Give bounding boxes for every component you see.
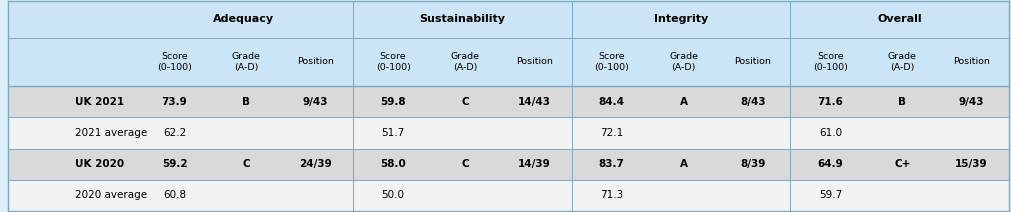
Bar: [8, 1, 1009, 38]
Text: 61.0: 61.0: [819, 128, 842, 138]
Text: 14/43: 14/43: [518, 97, 551, 107]
Text: Grade
(A-D): Grade (A-D): [888, 52, 917, 72]
Text: Grade
(A-D): Grade (A-D): [669, 52, 699, 72]
Text: 50.0: 50.0: [382, 190, 404, 200]
Text: Score
(0-100): Score (0-100): [813, 52, 848, 72]
Text: Grade
(A-D): Grade (A-D): [232, 52, 261, 72]
Bar: [8, 117, 1009, 148]
Text: A: A: [679, 159, 687, 169]
Text: Integrity: Integrity: [654, 14, 708, 24]
Text: 62.2: 62.2: [163, 128, 186, 138]
Text: 64.9: 64.9: [818, 159, 843, 169]
Text: Position: Position: [297, 57, 335, 66]
Text: Overall: Overall: [878, 14, 922, 24]
Bar: [8, 180, 1009, 211]
Text: C+: C+: [894, 159, 911, 169]
Text: UK 2020: UK 2020: [75, 159, 124, 169]
Bar: [8, 86, 1009, 117]
Text: Score
(0-100): Score (0-100): [157, 52, 192, 72]
Text: 83.7: 83.7: [599, 159, 625, 169]
Text: Adequacy: Adequacy: [213, 14, 274, 24]
Text: 2020 average: 2020 average: [75, 190, 148, 200]
Text: 15/39: 15/39: [955, 159, 988, 169]
Text: C: C: [243, 159, 251, 169]
Text: 84.4: 84.4: [599, 97, 625, 107]
Text: 9/43: 9/43: [303, 97, 329, 107]
Text: 24/39: 24/39: [299, 159, 332, 169]
Text: 58.0: 58.0: [380, 159, 406, 169]
Text: 60.8: 60.8: [163, 190, 186, 200]
Text: Sustainability: Sustainability: [420, 14, 506, 24]
Text: 71.3: 71.3: [601, 190, 624, 200]
Text: 59.7: 59.7: [819, 190, 842, 200]
Text: UK 2021: UK 2021: [75, 97, 124, 107]
Text: 71.6: 71.6: [818, 97, 843, 107]
Text: C: C: [461, 159, 469, 169]
Text: B: B: [899, 97, 907, 107]
Bar: [8, 38, 1009, 86]
Text: 8/39: 8/39: [740, 159, 765, 169]
Bar: [8, 148, 1009, 180]
Text: Position: Position: [953, 57, 990, 66]
Text: Score
(0-100): Score (0-100): [594, 52, 629, 72]
Text: 72.1: 72.1: [601, 128, 624, 138]
Text: Grade
(A-D): Grade (A-D): [451, 52, 479, 72]
Text: 9/43: 9/43: [958, 97, 985, 107]
Text: 14/39: 14/39: [518, 159, 551, 169]
Text: 8/43: 8/43: [740, 97, 765, 107]
Text: 2021 average: 2021 average: [75, 128, 148, 138]
Text: Position: Position: [516, 57, 553, 66]
Text: C: C: [461, 97, 469, 107]
Text: A: A: [679, 97, 687, 107]
Text: 59.2: 59.2: [162, 159, 187, 169]
Text: B: B: [243, 97, 251, 107]
Text: Score
(0-100): Score (0-100): [376, 52, 410, 72]
Text: 73.9: 73.9: [162, 97, 187, 107]
Text: Position: Position: [735, 57, 771, 66]
Text: 51.7: 51.7: [381, 128, 404, 138]
Text: 59.8: 59.8: [380, 97, 406, 107]
